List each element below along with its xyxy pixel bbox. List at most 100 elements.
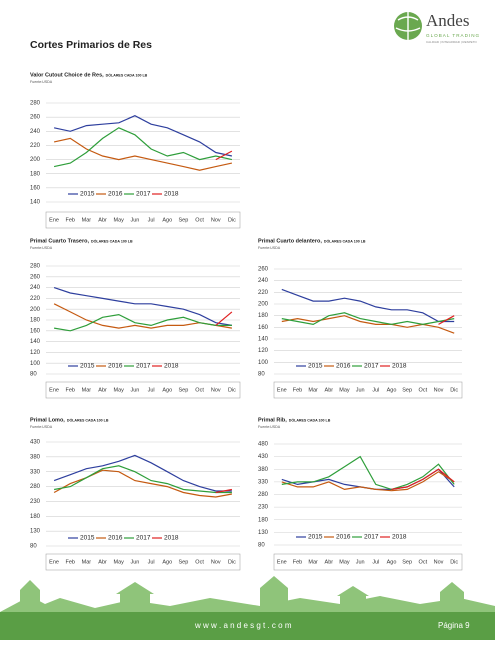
x-tick-label: Abr: [98, 217, 107, 223]
chart-unit: DÓLARES CADA 100 LB: [324, 238, 366, 243]
legend-label: 2015: [308, 534, 323, 541]
chart-source: Fuente:USDA: [258, 425, 281, 429]
logo-tagline: CALIDAD | INTEGRIDAD | RESPETO: [426, 40, 477, 44]
y-tick-label: 430: [30, 440, 41, 446]
x-tick-label: May: [114, 387, 125, 393]
y-tick-label: 200: [30, 157, 41, 163]
legend-label: 2016: [336, 534, 351, 541]
y-tick-label: 140: [258, 337, 269, 343]
x-tick-label: Jul: [372, 559, 379, 565]
x-tick-label: Ago: [162, 387, 172, 393]
x-tick-label: Abr: [325, 387, 334, 393]
x-tick-label: Oct: [195, 387, 204, 393]
legend-label: 2015: [80, 535, 95, 542]
chart-title: Primal Lomo,: [30, 417, 65, 423]
legend-label: 2015: [80, 363, 95, 370]
y-tick-label: 280: [30, 264, 41, 270]
logo-lines: [395, 12, 421, 40]
y-tick-label: 240: [258, 278, 269, 284]
y-tick-label: 230: [30, 499, 41, 505]
series-line: [281, 455, 455, 491]
chart-unit: DÓLARES CADA 100 LB: [289, 417, 331, 422]
x-tick-label: Ene: [49, 559, 59, 565]
x-tick-label: Jul: [148, 387, 155, 393]
x-tick-label: Ene: [49, 217, 59, 223]
x-tick-label: Abr: [325, 559, 334, 565]
y-tick-label: 260: [258, 267, 269, 273]
x-tick-label: Sep: [179, 387, 189, 393]
y-tick-label: 240: [30, 285, 41, 291]
x-tick-label: Oct: [195, 217, 204, 223]
x-tick-label: May: [114, 559, 125, 565]
y-tick-label: 120: [258, 348, 269, 354]
y-tick-label: 220: [30, 296, 41, 302]
y-tick-label: 100: [30, 361, 41, 367]
y-tick-label: 200: [258, 302, 269, 308]
y-tick-label: 260: [30, 274, 41, 280]
y-tick-label: 130: [30, 529, 41, 535]
x-tick-label: Ago: [162, 217, 172, 223]
y-tick-label: 80: [30, 372, 37, 378]
y-tick-label: 220: [30, 143, 41, 149]
chart-source: Fuente:USDA: [30, 80, 53, 84]
legend-label: 2018: [164, 535, 179, 542]
series-line: [53, 287, 232, 326]
legend-label: 2017: [364, 534, 379, 541]
x-tick-label: Sep: [179, 217, 189, 223]
x-tick-label: Feb: [66, 387, 75, 393]
x-tick-label: Abr: [98, 387, 107, 393]
x-tick-label: Dic: [450, 559, 458, 565]
y-tick-label: 330: [258, 479, 269, 485]
x-tick-label: Ago: [162, 559, 172, 565]
x-axis-box: [45, 381, 241, 399]
x-tick-label: Feb: [293, 387, 302, 393]
y-tick-label: 380: [30, 454, 41, 460]
chart-unit: DÓLARES CADA 100 LB: [91, 238, 133, 243]
y-tick-label: 280: [30, 101, 41, 107]
page-title: Cortes Primarios de Res: [30, 39, 152, 51]
series-line: [53, 465, 232, 494]
chart-title: Primal Cuarto Trasero,: [30, 238, 89, 244]
footer-bar: [0, 612, 495, 640]
chart: Valor Cutout Choice de Res, DÓLARES CADA …: [30, 72, 241, 229]
y-tick-label: 180: [258, 313, 269, 319]
y-tick-label: 140: [30, 339, 41, 345]
chart-title: Primal Rib,: [258, 417, 287, 423]
legend-label: 2017: [136, 363, 151, 370]
legend-label: 2018: [392, 363, 407, 370]
x-tick-label: Jun: [130, 559, 139, 565]
x-tick-label: Sep: [179, 559, 189, 565]
x-tick-label: Nov: [211, 559, 221, 565]
y-tick-label: 80: [30, 544, 37, 550]
x-tick-label: Dic: [228, 217, 236, 223]
x-tick-label: Feb: [66, 559, 75, 565]
footer-page: Página 9: [438, 621, 470, 630]
y-tick-label: 480: [258, 442, 269, 448]
chart-source: Fuente:USDA: [30, 246, 53, 250]
chart: Primal Cuarto Trasero, DÓLARES CADA 100 L…: [30, 238, 241, 399]
x-axis-box: [45, 211, 241, 229]
y-tick-label: 130: [258, 530, 269, 536]
x-tick-label: Nov: [211, 217, 221, 223]
y-tick-label: 220: [258, 290, 269, 296]
legend-label: 2017: [136, 535, 151, 542]
y-tick-label: 280: [30, 484, 41, 490]
x-tick-label: Jul: [148, 559, 155, 565]
chart-source: Fuente:USDA: [30, 425, 53, 429]
x-tick-label: Mar: [82, 559, 92, 565]
x-tick-label: Oct: [419, 559, 428, 565]
legend-label: 2016: [108, 535, 123, 542]
chart: Primal Lomo, DÓLARES CADA 100 LB Fuente:US…: [30, 417, 241, 571]
legend-label: 2016: [108, 363, 123, 370]
footer-farm: [0, 576, 495, 640]
x-tick-label: Sep: [402, 387, 412, 393]
x-tick-label: Dic: [228, 559, 236, 565]
y-tick-label: 120: [30, 350, 41, 356]
x-tick-label: Jul: [372, 387, 379, 393]
x-tick-label: Jun: [130, 387, 139, 393]
x-tick-label: Feb: [66, 217, 75, 223]
y-tick-label: 160: [30, 185, 41, 191]
chart-unit: DÓLARES CADA 100 LB: [67, 417, 109, 422]
x-tick-label: Nov: [434, 559, 444, 565]
